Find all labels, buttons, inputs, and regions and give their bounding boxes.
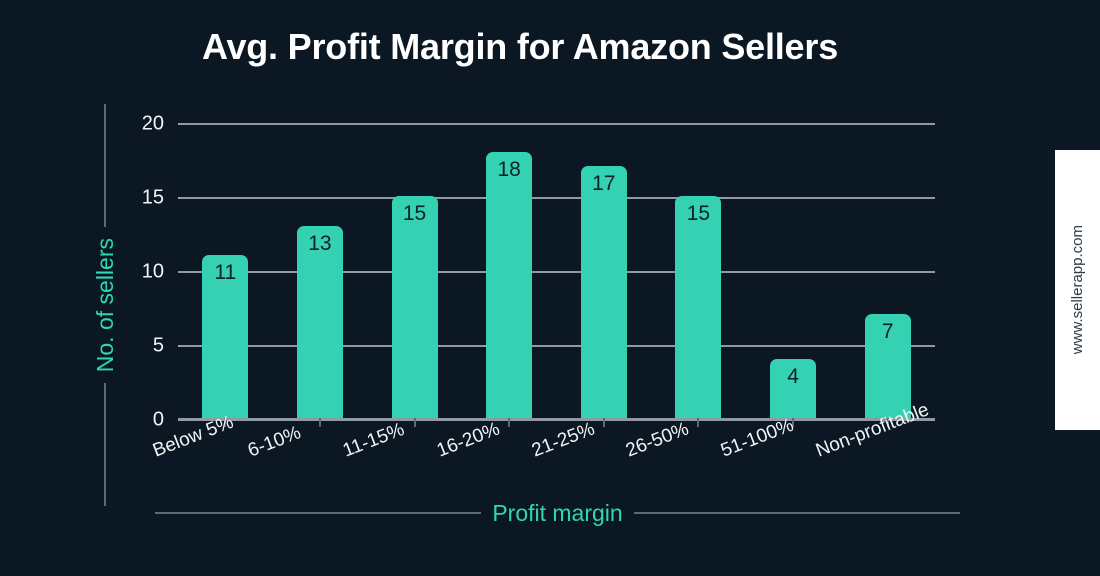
bar-value-label: 18 bbox=[497, 157, 521, 181]
bar[interactable]: 13 bbox=[296, 225, 343, 418]
plot-area: 0 5 10 15 20 11 13 15 18 17 15 4 7 bbox=[142, 113, 935, 431]
bar-slot: 4 bbox=[770, 358, 817, 427]
gridline bbox=[178, 197, 935, 199]
bar[interactable]: 7 bbox=[864, 314, 911, 418]
y-axis-tick-label: 10 bbox=[141, 260, 164, 283]
bar-value-label: 17 bbox=[592, 172, 616, 196]
bar-value-label: 4 bbox=[787, 364, 799, 388]
x-axis-rule-left bbox=[155, 512, 482, 514]
watermark-url: www.sellerapp.com bbox=[1069, 225, 1086, 355]
x-axis-title: Profit margin bbox=[492, 499, 623, 526]
bar-slot: 17 bbox=[580, 166, 627, 427]
y-axis-rule-top bbox=[104, 104, 106, 227]
x-axis-title-group: Profit margin bbox=[155, 500, 960, 526]
x-axis-category-label: 16-20% bbox=[434, 418, 503, 462]
bar-slot: 18 bbox=[486, 151, 533, 427]
gridline bbox=[178, 345, 935, 347]
x-axis-tickmark bbox=[697, 418, 700, 427]
y-axis-title-group: No. of sellers bbox=[92, 104, 118, 506]
bar-value-label: 15 bbox=[402, 202, 427, 225]
x-axis-category-label: 11-15% bbox=[339, 419, 407, 462]
bar-value-label: 7 bbox=[881, 320, 894, 344]
page-title: Avg. Profit Margin for Amazon Sellers bbox=[201, 26, 839, 67]
bar-slot: 15 bbox=[675, 196, 722, 427]
bars-group: 11 13 15 18 17 15 4 7 bbox=[178, 124, 935, 427]
bar[interactable]: 15 bbox=[391, 196, 438, 418]
y-axis-tick-label: 5 bbox=[152, 334, 164, 357]
x-axis-tickmark bbox=[413, 418, 416, 427]
x-axis-baseline bbox=[178, 418, 935, 420]
bar-slot: 15 bbox=[391, 196, 438, 427]
x-axis-tickmark bbox=[886, 418, 889, 427]
bar-value-label: 13 bbox=[308, 231, 332, 255]
bar-slot: 7 bbox=[864, 314, 911, 427]
x-axis-tickmark bbox=[602, 418, 605, 427]
y-axis-tick-label: 0 bbox=[152, 408, 164, 431]
x-axis-category-label: 26-50% bbox=[623, 418, 693, 462]
y-axis-tick-label: 15 bbox=[141, 186, 164, 209]
y-axis-rule-bottom bbox=[104, 383, 106, 506]
bar-value-label: 15 bbox=[686, 202, 711, 225]
gridline bbox=[178, 271, 935, 273]
bar[interactable]: 17 bbox=[580, 166, 627, 418]
x-axis-category-label: 6-10% bbox=[244, 422, 304, 462]
watermark-panel: www.sellerapp.com bbox=[1055, 150, 1100, 430]
bar[interactable]: 11 bbox=[202, 255, 249, 418]
y-axis-title: No. of sellers bbox=[91, 237, 118, 373]
bar[interactable]: 15 bbox=[675, 196, 722, 418]
x-axis-tickmark bbox=[318, 418, 321, 427]
bar-value-label: 11 bbox=[214, 261, 237, 285]
x-axis-tickmark bbox=[224, 418, 227, 427]
x-axis-category-label: 21-25% bbox=[528, 418, 598, 462]
x-axis-tickmark bbox=[792, 418, 795, 427]
x-axis-tickmark bbox=[508, 418, 511, 427]
bar[interactable]: 18 bbox=[486, 151, 533, 418]
bar-slot: 11 bbox=[202, 255, 249, 427]
x-axis-rule-right bbox=[633, 512, 960, 514]
y-axis-tick-label: 20 bbox=[141, 112, 164, 135]
bar[interactable]: 4 bbox=[770, 358, 817, 418]
x-axis-category-label: 51-100% bbox=[718, 414, 797, 462]
bar-slot: 13 bbox=[296, 225, 343, 427]
gridline bbox=[178, 419, 935, 421]
gridline bbox=[178, 123, 935, 125]
